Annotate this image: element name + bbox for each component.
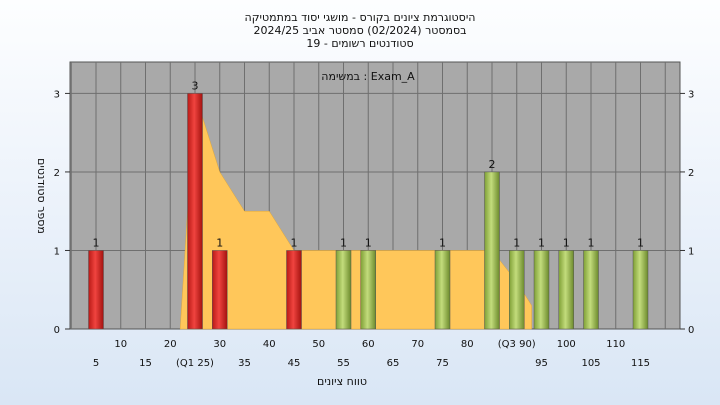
x-tick-label: 5 bbox=[93, 358, 99, 369]
bar bbox=[434, 250, 451, 330]
x-tick-label: 115 bbox=[631, 358, 650, 369]
x-tick-label: (Q1 25) bbox=[176, 358, 214, 369]
bar bbox=[509, 250, 525, 330]
bar-data-label: 1 bbox=[538, 236, 545, 249]
y-axis-label: מספר סטודנטים bbox=[35, 158, 48, 234]
bar-data-label: 1 bbox=[513, 236, 520, 249]
x-tick-label: 95 bbox=[535, 358, 548, 369]
x-tick-label: (Q3 90) bbox=[498, 339, 536, 350]
x-tick-label: 10 bbox=[114, 339, 127, 350]
bar-data-label: 1 bbox=[588, 236, 595, 249]
bar-data-label: 1 bbox=[93, 236, 100, 249]
bar bbox=[632, 250, 649, 330]
bar bbox=[187, 93, 203, 330]
y-tick-label: 3 bbox=[54, 89, 60, 100]
bar bbox=[88, 250, 104, 330]
bar-data-label: 1 bbox=[216, 236, 223, 249]
bar bbox=[360, 250, 376, 330]
y-tick-label: 1 bbox=[688, 246, 694, 257]
y-tick-label: 2 bbox=[688, 168, 694, 179]
x-tick-label: 45 bbox=[288, 358, 301, 369]
y-tick-label: 3 bbox=[688, 89, 694, 100]
y-tick-label: 2 bbox=[54, 168, 60, 179]
x-tick-label: 20 bbox=[164, 339, 177, 350]
x-tick-label: 50 bbox=[312, 339, 325, 350]
bar-data-label: 1 bbox=[637, 236, 644, 249]
x-tick-label: 55 bbox=[337, 358, 350, 369]
x-tick-label: 65 bbox=[387, 358, 400, 369]
bar-group bbox=[88, 93, 649, 330]
x-axis-label: טווח ציונים bbox=[317, 375, 367, 388]
bar-data-label: 1 bbox=[563, 236, 570, 249]
bar bbox=[335, 250, 352, 330]
chart-title-line-2: בסמסטר (02/2024) סמסטר אביב 2024/25 bbox=[253, 24, 466, 37]
bar-data-label: 1 bbox=[291, 236, 298, 249]
y-tick-label: 1 bbox=[54, 246, 60, 257]
bar bbox=[558, 250, 574, 330]
y-axis-right-ticks: 0 1 2 3 bbox=[680, 89, 694, 336]
chart-title-line-1: היסטוגרמת ציונים בקורס - מושגי יסוד במתמ… bbox=[245, 11, 476, 24]
bar-data-label: 1 bbox=[439, 236, 446, 249]
y-axis-left-ticks: 0 1 2 3 bbox=[54, 89, 70, 336]
data-labels: 1 3 1 1 1 1 1 2 1 1 1 1 1 bbox=[93, 79, 645, 249]
x-tick-label: 80 bbox=[461, 339, 474, 350]
x-tick-label: 105 bbox=[581, 358, 600, 369]
x-tick-label: 70 bbox=[411, 339, 424, 350]
chart-title-line-3: סטודנטים רשומים - 19 bbox=[306, 37, 413, 50]
y-tick-label: 0 bbox=[54, 325, 60, 336]
x-tick-label: 110 bbox=[606, 339, 625, 350]
bar bbox=[286, 250, 302, 330]
bar bbox=[583, 250, 599, 330]
x-tick-label: 75 bbox=[436, 358, 449, 369]
bar-data-label: 3 bbox=[192, 79, 199, 92]
bar bbox=[484, 171, 500, 330]
x-tick-label: 15 bbox=[139, 358, 152, 369]
y-tick-label: 0 bbox=[688, 325, 694, 336]
x-tick-label: 35 bbox=[238, 358, 251, 369]
x-tick-label: 100 bbox=[557, 339, 576, 350]
chart-annotation: במשימה : Exam_A bbox=[321, 70, 415, 83]
x-axis-ticks: 5 15 (Q1 25) 35 45 55 65 75 95 105 115 10 20 30 40 50 60… bbox=[93, 339, 650, 369]
x-tick-label: 60 bbox=[362, 339, 375, 350]
bar-data-label: 2 bbox=[489, 158, 496, 171]
x-tick-label: 40 bbox=[263, 339, 276, 350]
bar-data-label: 1 bbox=[340, 236, 347, 249]
bar bbox=[212, 250, 228, 330]
bar-data-label: 1 bbox=[365, 236, 372, 249]
x-tick-label: 30 bbox=[213, 339, 226, 350]
bar bbox=[533, 250, 550, 330]
